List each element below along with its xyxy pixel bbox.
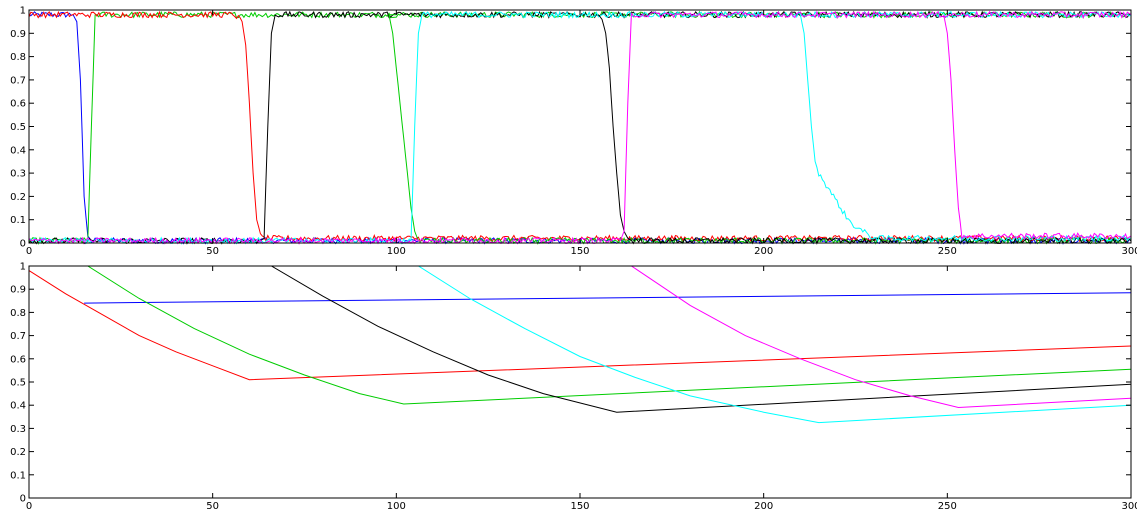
y-tick-label: 0.4 xyxy=(10,401,26,412)
y-tick-label: 0.1 xyxy=(10,215,26,226)
x-tick-label: 300 xyxy=(1121,501,1137,512)
series-line-4 xyxy=(388,14,1132,245)
y-tick-label: 0.5 xyxy=(10,378,26,389)
y-tick-label: 0.7 xyxy=(10,331,26,342)
y-tick-label: 0.1 xyxy=(10,470,26,481)
x-tick-label: 150 xyxy=(570,246,589,257)
y-tick-label: 0.4 xyxy=(10,145,26,156)
series-line-4 xyxy=(29,265,1132,424)
y-tick-label: 0.9 xyxy=(10,29,26,40)
bottom-plot: 0 50 100 150 200 250 300 0 0.1 0.2 0.3 0.4 0.5 0.6 0.7… xyxy=(10,262,1137,513)
y-tick-label: 0.8 xyxy=(10,308,26,319)
y-tick-label: 0 xyxy=(20,494,26,505)
y-tick-label: 0.3 xyxy=(10,169,26,180)
x-tick-label: 100 xyxy=(387,501,406,512)
y-tick-label: 0.8 xyxy=(10,52,26,63)
x-tick-label: 50 xyxy=(206,246,219,257)
y-tick-label: 0.2 xyxy=(10,192,26,203)
series-line-8 xyxy=(799,14,1132,243)
y-tick-label: 0.3 xyxy=(10,424,26,435)
plot-area xyxy=(29,10,1131,243)
x-tick-label: 100 xyxy=(387,246,406,257)
series-line-2 xyxy=(29,265,1132,405)
y-tick-label: 0 xyxy=(20,239,26,250)
y-tick-label: 1 xyxy=(20,262,26,273)
top-plot: 0 50 100 150 200 250 300 0 0.1 0.2 0.3 0.4 0.5 0.6 0.7… xyxy=(10,6,1137,258)
x-tick-label: 0 xyxy=(26,246,32,257)
series-line-6 xyxy=(598,14,1132,245)
x-tick-label: 0 xyxy=(26,501,32,512)
y-tick-label: 0.9 xyxy=(10,285,26,296)
x-tick-label: 250 xyxy=(938,246,957,257)
y-tick-label: 0.5 xyxy=(10,122,26,133)
series-line-0 xyxy=(28,270,1132,381)
y-tick-label: 0.6 xyxy=(10,354,26,365)
y-tick-label: 1 xyxy=(20,6,26,17)
y-tick-label: 0.7 xyxy=(10,75,26,86)
x-tick-label: 300 xyxy=(1121,246,1137,257)
y-tick-label: 0.2 xyxy=(10,447,26,458)
series-line-9 xyxy=(943,14,1132,241)
plot-area xyxy=(29,266,1131,498)
series-line-3 xyxy=(29,265,1132,413)
x-tick-label: 250 xyxy=(938,501,957,512)
series-line-5 xyxy=(29,265,1132,409)
x-tick-label: 50 xyxy=(206,501,219,512)
x-tick-label: 150 xyxy=(570,501,589,512)
x-tick-label: 200 xyxy=(754,246,773,257)
x-tick-label: 200 xyxy=(754,501,773,512)
y-tick-label: 0.6 xyxy=(10,99,26,110)
series-line-1 xyxy=(84,292,1132,304)
